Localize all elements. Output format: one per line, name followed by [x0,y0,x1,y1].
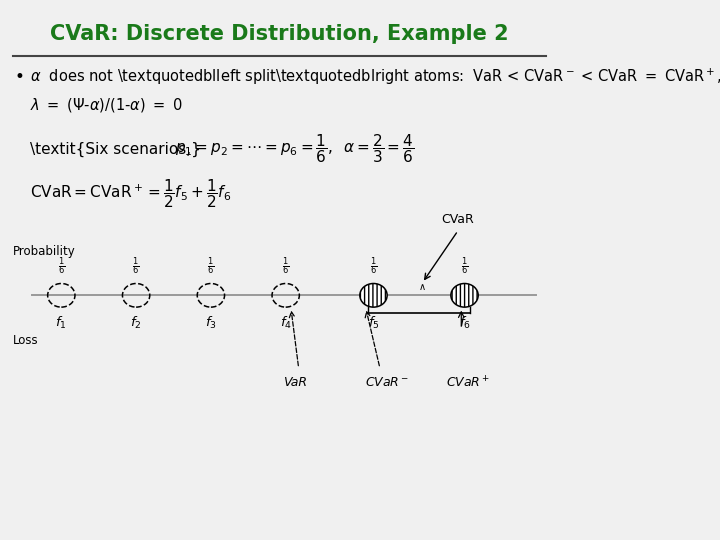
Text: $f_5$: $f_5$ [368,315,379,332]
Text: •: • [14,68,24,86]
Circle shape [360,284,387,307]
Text: CVaR: CVaR [441,213,474,226]
Text: $\frac{1}{6}$: $\frac{1}{6}$ [58,255,65,277]
Text: $f_6$: $f_6$ [459,315,470,332]
Text: \textit{Six scenarios,}: \textit{Six scenarios,} [30,141,201,157]
Text: $\wedge$: $\wedge$ [418,282,426,292]
Text: $\frac{1}{6}$: $\frac{1}{6}$ [370,255,377,277]
Text: $f_1$: $f_1$ [55,315,67,332]
Text: $\mathrm{CVaR} = \mathrm{CVaR}^+ = \dfrac{1}{2}f_5 + \dfrac{1}{2}f_6$: $\mathrm{CVaR} = \mathrm{CVaR}^+ = \dfra… [30,178,231,211]
Text: $f_2$: $f_2$ [130,315,142,332]
Text: $f_3$: $f_3$ [205,315,217,332]
Text: CVaR$^-$: CVaR$^-$ [364,376,408,389]
Text: $f_4$: $f_4$ [279,315,292,332]
Text: $\frac{1}{6}$: $\frac{1}{6}$ [207,255,215,277]
Text: $\alpha$  does not \textquotedblleft split\textquotedblright atoms:  VaR < CVaR$: $\alpha$ does not \textquotedblleft spli… [30,67,720,87]
Text: VaR: VaR [284,376,307,389]
Text: Probability: Probability [12,245,76,258]
Text: CVaR$^+$: CVaR$^+$ [446,375,490,390]
Text: $\frac{1}{6}$: $\frac{1}{6}$ [132,255,140,277]
Text: $p_1 = p_2 = \cdots = p_6 = \dfrac{1}{6},\;\; \alpha = \dfrac{2}{3} = \dfrac{4}{: $p_1 = p_2 = \cdots = p_6 = \dfrac{1}{6}… [175,133,415,165]
Circle shape [451,284,478,307]
Text: $\frac{1}{6}$: $\frac{1}{6}$ [282,255,289,277]
Text: Loss: Loss [12,334,38,347]
Text: $\lambda$ $=$ $(\Psi$-$\alpha)/(1$-$\alpha)$ $=$ $0$: $\lambda$ $=$ $(\Psi$-$\alpha)/(1$-$\alp… [30,96,183,114]
Text: $\frac{1}{6}$: $\frac{1}{6}$ [461,255,468,277]
Text: CVaR: Discrete Distribution, Example 2: CVaR: Discrete Distribution, Example 2 [50,24,508,44]
